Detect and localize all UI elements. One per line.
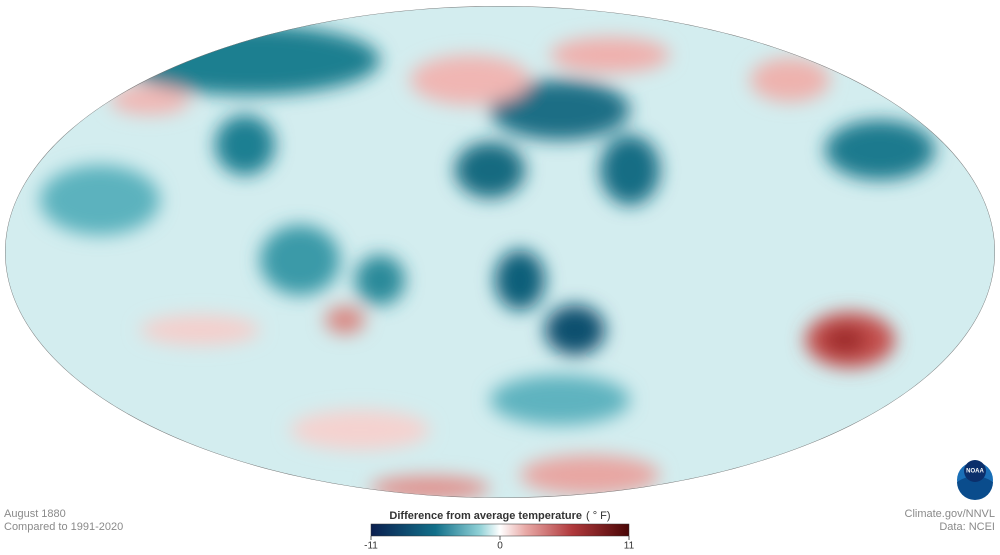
map [5, 6, 995, 498]
legend-unit: ( ° F) [586, 510, 611, 522]
credit-label: Climate.gov/NNVL [905, 508, 995, 520]
source-label: Data: NCEI [939, 521, 995, 533]
scale-tick-label: 0 [497, 541, 503, 552]
baseline-label: Compared to 1991-2020 [4, 521, 123, 533]
color-scale [370, 523, 630, 537]
logo-text: NOAA [966, 469, 984, 475]
scale-tick-label: 11 [624, 541, 635, 552]
date-label: August 1880 [4, 508, 66, 520]
legend-title: Difference from average temperature [389, 510, 582, 522]
noaa-logo: NOAA [957, 460, 993, 500]
scale-tick-label: -11 [364, 541, 378, 552]
